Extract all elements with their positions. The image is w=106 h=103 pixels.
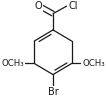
Text: O: O: [34, 1, 42, 11]
Text: Br: Br: [48, 87, 58, 97]
Text: OCH₃: OCH₃: [82, 59, 105, 68]
Text: OCH₃: OCH₃: [1, 59, 24, 68]
Text: OCH₃: OCH₃: [82, 59, 105, 68]
Text: Cl: Cl: [68, 1, 77, 11]
Text: O: O: [34, 1, 42, 11]
Text: Br: Br: [48, 87, 58, 97]
Text: OCH₃: OCH₃: [1, 59, 24, 68]
Text: Cl: Cl: [68, 1, 77, 11]
